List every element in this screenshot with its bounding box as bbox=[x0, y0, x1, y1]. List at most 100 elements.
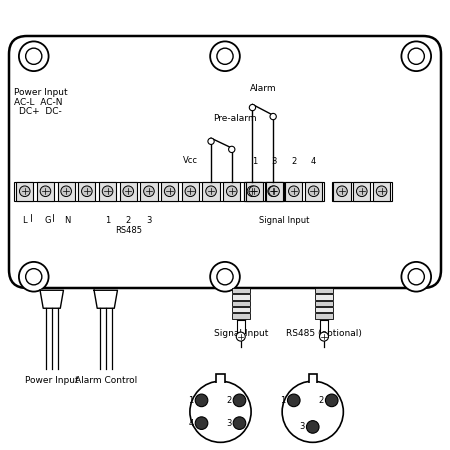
Text: 2: 2 bbox=[126, 216, 131, 225]
Polygon shape bbox=[309, 374, 317, 383]
Circle shape bbox=[210, 262, 240, 292]
Text: 2: 2 bbox=[318, 396, 324, 405]
Polygon shape bbox=[94, 290, 117, 308]
Text: 4: 4 bbox=[188, 418, 194, 427]
Bar bbox=[14, 181, 283, 201]
Text: Vcc: Vcc bbox=[183, 156, 198, 165]
Bar bbox=[202, 182, 220, 201]
Text: Alarm: Alarm bbox=[249, 84, 276, 93]
Bar bbox=[120, 182, 137, 201]
Bar bbox=[223, 182, 240, 201]
Circle shape bbox=[102, 186, 113, 197]
Bar bbox=[244, 182, 261, 201]
Bar bbox=[99, 182, 116, 201]
Circle shape bbox=[164, 186, 175, 197]
Text: Signal Input: Signal Input bbox=[259, 216, 309, 225]
Bar bbox=[232, 301, 250, 306]
Bar bbox=[265, 182, 282, 201]
Text: 1: 1 bbox=[280, 396, 286, 405]
Text: L: L bbox=[22, 216, 27, 225]
Text: Power Input: Power Input bbox=[25, 376, 79, 385]
Text: G: G bbox=[44, 216, 50, 225]
Circle shape bbox=[356, 186, 367, 197]
Circle shape bbox=[401, 262, 431, 292]
Circle shape bbox=[325, 394, 338, 407]
Text: 4: 4 bbox=[311, 158, 316, 166]
Text: Signal Input: Signal Input bbox=[214, 329, 268, 338]
Text: AC-L  AC-N: AC-L AC-N bbox=[14, 98, 62, 107]
Polygon shape bbox=[40, 290, 63, 308]
Circle shape bbox=[195, 417, 208, 429]
Circle shape bbox=[376, 186, 387, 197]
Circle shape bbox=[229, 146, 235, 153]
Bar bbox=[315, 288, 333, 293]
Text: Pre-alarm: Pre-alarm bbox=[213, 114, 257, 123]
Circle shape bbox=[26, 48, 42, 64]
Bar bbox=[332, 181, 392, 201]
Circle shape bbox=[144, 186, 154, 197]
Bar bbox=[232, 307, 250, 312]
Circle shape bbox=[320, 332, 328, 341]
Polygon shape bbox=[216, 374, 225, 383]
Circle shape bbox=[233, 417, 246, 429]
Bar bbox=[353, 182, 370, 201]
Bar bbox=[333, 182, 351, 201]
Text: DC+  DC-: DC+ DC- bbox=[19, 107, 62, 116]
Bar bbox=[315, 307, 333, 312]
Text: 3: 3 bbox=[299, 423, 305, 432]
Text: Alarm Control: Alarm Control bbox=[75, 376, 137, 385]
Bar bbox=[232, 313, 250, 319]
Circle shape bbox=[282, 381, 343, 442]
Bar bbox=[315, 313, 333, 319]
Bar bbox=[244, 181, 324, 201]
Text: 1: 1 bbox=[252, 158, 257, 166]
Bar bbox=[58, 182, 75, 201]
Bar bbox=[161, 182, 178, 201]
Circle shape bbox=[408, 269, 424, 285]
Bar bbox=[285, 182, 302, 201]
Circle shape bbox=[19, 41, 49, 71]
Bar bbox=[315, 301, 333, 306]
Circle shape bbox=[233, 394, 246, 407]
Circle shape bbox=[19, 262, 49, 292]
Bar bbox=[232, 294, 250, 300]
Circle shape bbox=[61, 186, 72, 197]
Bar bbox=[16, 182, 33, 201]
Text: RS485: RS485 bbox=[115, 226, 142, 235]
Text: 1: 1 bbox=[105, 216, 110, 225]
Circle shape bbox=[269, 186, 279, 197]
Text: RS485 (optional): RS485 (optional) bbox=[286, 329, 362, 338]
Circle shape bbox=[249, 186, 260, 197]
Circle shape bbox=[247, 186, 258, 197]
Circle shape bbox=[185, 186, 196, 197]
Circle shape bbox=[288, 394, 300, 407]
Circle shape bbox=[337, 186, 347, 197]
FancyBboxPatch shape bbox=[9, 36, 441, 288]
Circle shape bbox=[208, 138, 214, 144]
Circle shape bbox=[249, 104, 256, 111]
Bar bbox=[315, 294, 333, 300]
Text: 3: 3 bbox=[226, 418, 231, 427]
Text: N: N bbox=[64, 216, 70, 225]
Bar bbox=[37, 182, 54, 201]
Circle shape bbox=[26, 269, 42, 285]
Text: 2: 2 bbox=[291, 158, 297, 166]
Text: 1: 1 bbox=[188, 396, 194, 405]
Circle shape bbox=[226, 186, 237, 197]
Circle shape bbox=[190, 381, 251, 442]
Bar bbox=[232, 288, 250, 293]
Circle shape bbox=[288, 186, 299, 197]
Bar bbox=[373, 182, 390, 201]
Bar bbox=[305, 182, 322, 201]
Circle shape bbox=[408, 48, 424, 64]
Bar bbox=[182, 182, 199, 201]
Circle shape bbox=[195, 394, 208, 407]
Bar bbox=[140, 182, 158, 201]
Circle shape bbox=[217, 48, 233, 64]
Bar bbox=[266, 182, 283, 201]
Circle shape bbox=[123, 186, 134, 197]
Text: 3: 3 bbox=[271, 158, 277, 166]
Bar bbox=[246, 182, 263, 201]
Circle shape bbox=[306, 421, 319, 433]
Circle shape bbox=[217, 269, 233, 285]
